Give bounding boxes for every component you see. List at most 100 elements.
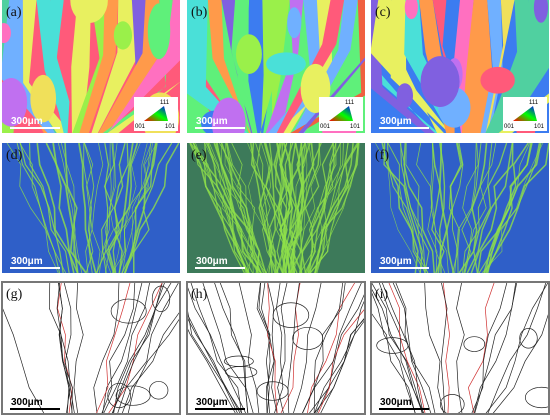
grain <box>98 0 146 133</box>
panel-label: (b) <box>191 5 208 20</box>
boundary <box>264 143 277 273</box>
boundary <box>381 282 424 414</box>
boundary <box>446 143 464 273</box>
panel-label: (a) <box>6 5 22 20</box>
ipf-triangle <box>513 106 537 121</box>
boundary <box>204 143 250 273</box>
grain <box>2 0 58 133</box>
grain <box>298 57 365 133</box>
boundary <box>454 143 477 273</box>
boundary <box>466 143 514 273</box>
boundary <box>430 143 449 273</box>
boundary <box>190 282 243 414</box>
grain-outline <box>107 382 131 409</box>
ipf-triangle <box>144 106 168 121</box>
grain <box>2 22 11 44</box>
scale-bar-label: 300μm <box>196 116 228 127</box>
boundary <box>473 143 508 273</box>
boundary <box>57 282 73 414</box>
grain <box>292 0 358 133</box>
grain <box>432 0 470 133</box>
boundary <box>308 291 365 414</box>
grain <box>188 0 248 133</box>
boundary <box>387 143 429 273</box>
grain-outline <box>225 366 258 379</box>
map-bg <box>2 143 180 273</box>
panel <box>187 0 365 133</box>
scale-bar-label: 300μm <box>380 397 412 408</box>
boundary <box>113 143 139 273</box>
boundary <box>307 143 335 273</box>
legend-label: 101 <box>534 124 545 130</box>
grain <box>485 0 546 133</box>
boundary <box>431 143 445 273</box>
boundary <box>442 282 450 414</box>
boundary <box>265 143 284 273</box>
grain <box>98 0 161 133</box>
boundary <box>477 143 529 273</box>
boundary <box>84 143 94 273</box>
boundary <box>78 143 97 273</box>
boundary <box>123 143 173 273</box>
boundary <box>462 143 493 273</box>
grain <box>420 56 460 107</box>
boundary <box>290 143 300 273</box>
grain <box>221 0 253 133</box>
boundary <box>52 143 87 273</box>
boundary <box>209 143 254 273</box>
grain-outline <box>439 394 465 414</box>
boundary <box>319 319 365 414</box>
boundary <box>73 282 84 414</box>
boundary <box>470 143 514 273</box>
boundary <box>317 307 365 414</box>
boundary <box>305 143 342 273</box>
boundary <box>308 143 354 273</box>
grain <box>485 0 531 133</box>
grain-outline <box>110 298 147 324</box>
boundary <box>468 282 495 414</box>
legend-label: 101 <box>165 124 176 130</box>
grain <box>211 97 246 133</box>
scale-bar-label: 300μm <box>196 256 228 267</box>
panel-label: (f) <box>375 148 389 163</box>
legend-label: 001 <box>320 124 331 130</box>
boundary <box>64 143 79 273</box>
grain-outline <box>256 381 289 401</box>
panel <box>187 143 365 273</box>
boundary <box>101 143 115 273</box>
boundary <box>487 282 547 414</box>
boundary <box>371 290 416 414</box>
boundary <box>304 143 337 273</box>
boundary <box>111 143 141 273</box>
boundary <box>448 143 462 273</box>
boundary <box>299 143 334 273</box>
boundary <box>16 143 61 273</box>
boundary <box>219 143 265 273</box>
boundary <box>220 143 261 273</box>
boundary <box>107 143 134 273</box>
grain <box>396 83 414 109</box>
boundary <box>107 282 163 414</box>
boundary <box>416 143 438 273</box>
grain <box>72 0 108 133</box>
boundary <box>371 282 423 414</box>
boundary <box>309 143 358 273</box>
boundary <box>187 326 237 414</box>
grain <box>79 0 119 133</box>
boundary <box>313 282 363 414</box>
boundary <box>57 143 79 273</box>
panel-label: (i) <box>375 287 389 302</box>
scale-bar-label: 300μm <box>11 116 43 127</box>
boundary <box>112 282 172 414</box>
boundary <box>399 143 426 273</box>
panel-label: (h) <box>191 287 208 302</box>
grain <box>2 0 55 133</box>
grain <box>480 66 515 94</box>
boundary <box>456 282 465 414</box>
panel <box>187 282 365 414</box>
grain-outline <box>463 336 486 352</box>
map-bg <box>187 282 365 414</box>
grain <box>287 7 302 39</box>
boundary <box>388 282 426 414</box>
